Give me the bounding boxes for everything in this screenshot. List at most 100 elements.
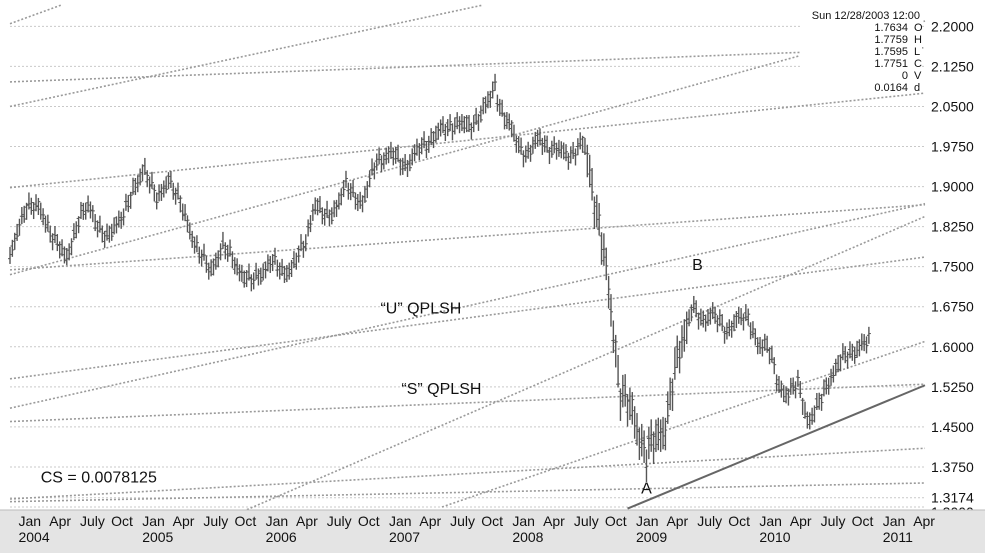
y-tick-label-1: 2.1250 (931, 58, 974, 74)
trendline-lower-2 (441, 340, 926, 508)
ohlc-bars (8, 73, 871, 482)
trendline-lower-4 (9, 482, 926, 503)
ohlc-bar (800, 397, 805, 415)
x-tick-year-20: 2009 (636, 529, 667, 545)
ohlc-bar (228, 239, 233, 257)
y-tick-label-0: 2.2000 (931, 18, 974, 34)
ohlc-bar (45, 214, 50, 232)
info-value-4: 0 (902, 70, 908, 82)
annotation-3: B (692, 257, 703, 274)
info-box-background (800, 6, 922, 92)
x-tick-label-21: Apr (666, 513, 688, 529)
ohlc-bar (746, 308, 751, 326)
ohlc-bar (798, 381, 803, 399)
x-tick-year-24: 2010 (759, 529, 790, 545)
ohlc-bar (362, 185, 367, 203)
ohlc-bar (819, 393, 824, 411)
info-value-0: 1.7634 (874, 22, 908, 34)
y-tick-label-5: 1.8250 (931, 219, 974, 235)
ohlc-bar (164, 176, 169, 194)
ohlc-bar (121, 208, 126, 226)
x-axis-band (0, 510, 985, 553)
ohlc-bar (308, 215, 313, 233)
ohlc-bar (273, 247, 278, 265)
info-code-2: L (914, 46, 920, 58)
ohlc-bar (687, 309, 692, 327)
ohlc-bar (15, 223, 20, 241)
ohlc-bar (585, 144, 590, 178)
ohlc-bar (786, 388, 791, 406)
ohlc-bar (713, 306, 718, 324)
ohlc-bar (168, 170, 173, 188)
y-tick-label-6: 1.7500 (931, 259, 974, 275)
x-tick-label-14: July (450, 513, 475, 529)
ohlc-bar (17, 218, 22, 236)
ohlc-bar (606, 276, 611, 309)
ohlc-bar (303, 234, 308, 252)
x-tick-label-13: Apr (419, 513, 441, 529)
ohlc-bar (608, 294, 613, 327)
ohlc-bar (185, 215, 190, 233)
x-tick-label-5: Apr (173, 513, 195, 529)
trendline-upper-4 (9, 46, 926, 83)
ohlc-bar (509, 120, 514, 138)
ohlc-bar (154, 192, 159, 210)
x-tick-label-23: Oct (728, 513, 750, 529)
x-tick-label-28: Jan (883, 513, 906, 529)
ohlc-bar (793, 381, 798, 399)
ohlc-bar (732, 314, 737, 332)
trendline-lower-1 (9, 383, 926, 423)
x-tick-label-19: Oct (605, 513, 627, 529)
ohlc-bar (864, 336, 869, 354)
grid-lines (10, 25, 925, 508)
info-code-5: d (914, 82, 920, 94)
x-tick-label-4: Jan (142, 513, 165, 529)
info-value-1: 1.7759 (874, 34, 908, 46)
ohlc-bar (296, 245, 301, 263)
y-tick-label-10: 1.4500 (931, 419, 974, 435)
ohlc-bar (152, 184, 157, 202)
trendline-upper-2 (9, 4, 484, 108)
trendline-mid-1 (9, 203, 926, 271)
ohlc-bar (178, 195, 183, 213)
y-tick-label-3: 1.9750 (931, 139, 974, 155)
ohlc-bar (367, 170, 372, 188)
ohlc-bar (258, 267, 263, 285)
ohlc-bar (341, 180, 346, 198)
x-tick-year-28: 2011 (883, 529, 913, 545)
info-code-0: O (914, 22, 923, 34)
x-tick-year-16: 2008 (512, 529, 543, 545)
x-tick-label-7: Oct (234, 513, 256, 529)
info-code-4: V (914, 70, 922, 82)
ohlc-bar (779, 380, 784, 398)
ohlc-bar (448, 114, 453, 132)
y-tick-label-11: 1.3750 (931, 459, 974, 475)
support-trendline (627, 384, 926, 510)
y-tick-label-7: 1.6750 (931, 299, 974, 315)
x-tick-label-29: Apr (913, 513, 935, 529)
x-tick-year-8: 2006 (266, 529, 297, 545)
x-tick-label-2: July (80, 513, 105, 529)
trendline-s-line (246, 215, 926, 511)
trendline-mid-2 (9, 202, 926, 409)
ohlc-bar (343, 170, 348, 188)
y-tick-label-4: 1.9000 (931, 179, 974, 195)
y-tick-label-2: 2.0500 (931, 98, 974, 114)
info-value-5: 0.0164 (874, 82, 908, 94)
ohlc-bar (329, 207, 334, 225)
ohlc-bar (36, 197, 41, 215)
annotation-4: A (641, 481, 652, 498)
ohlc-bar (183, 204, 188, 222)
x-tick-year-12: 2007 (389, 529, 420, 545)
x-tick-label-10: July (327, 513, 352, 529)
y-axis: 2.2000 2.1250 2.0500 1.9750 1.9000 1.8250 1.75… (931, 18, 974, 520)
info-code-3: C (914, 58, 922, 70)
y-tick-label-9: 1.5250 (931, 379, 974, 395)
x-tick-label-27: Oct (852, 513, 874, 529)
ohlc-bar (564, 144, 569, 162)
ohlc-bar (519, 137, 524, 155)
support-line (627, 384, 926, 510)
ohlc-bar (377, 147, 382, 165)
